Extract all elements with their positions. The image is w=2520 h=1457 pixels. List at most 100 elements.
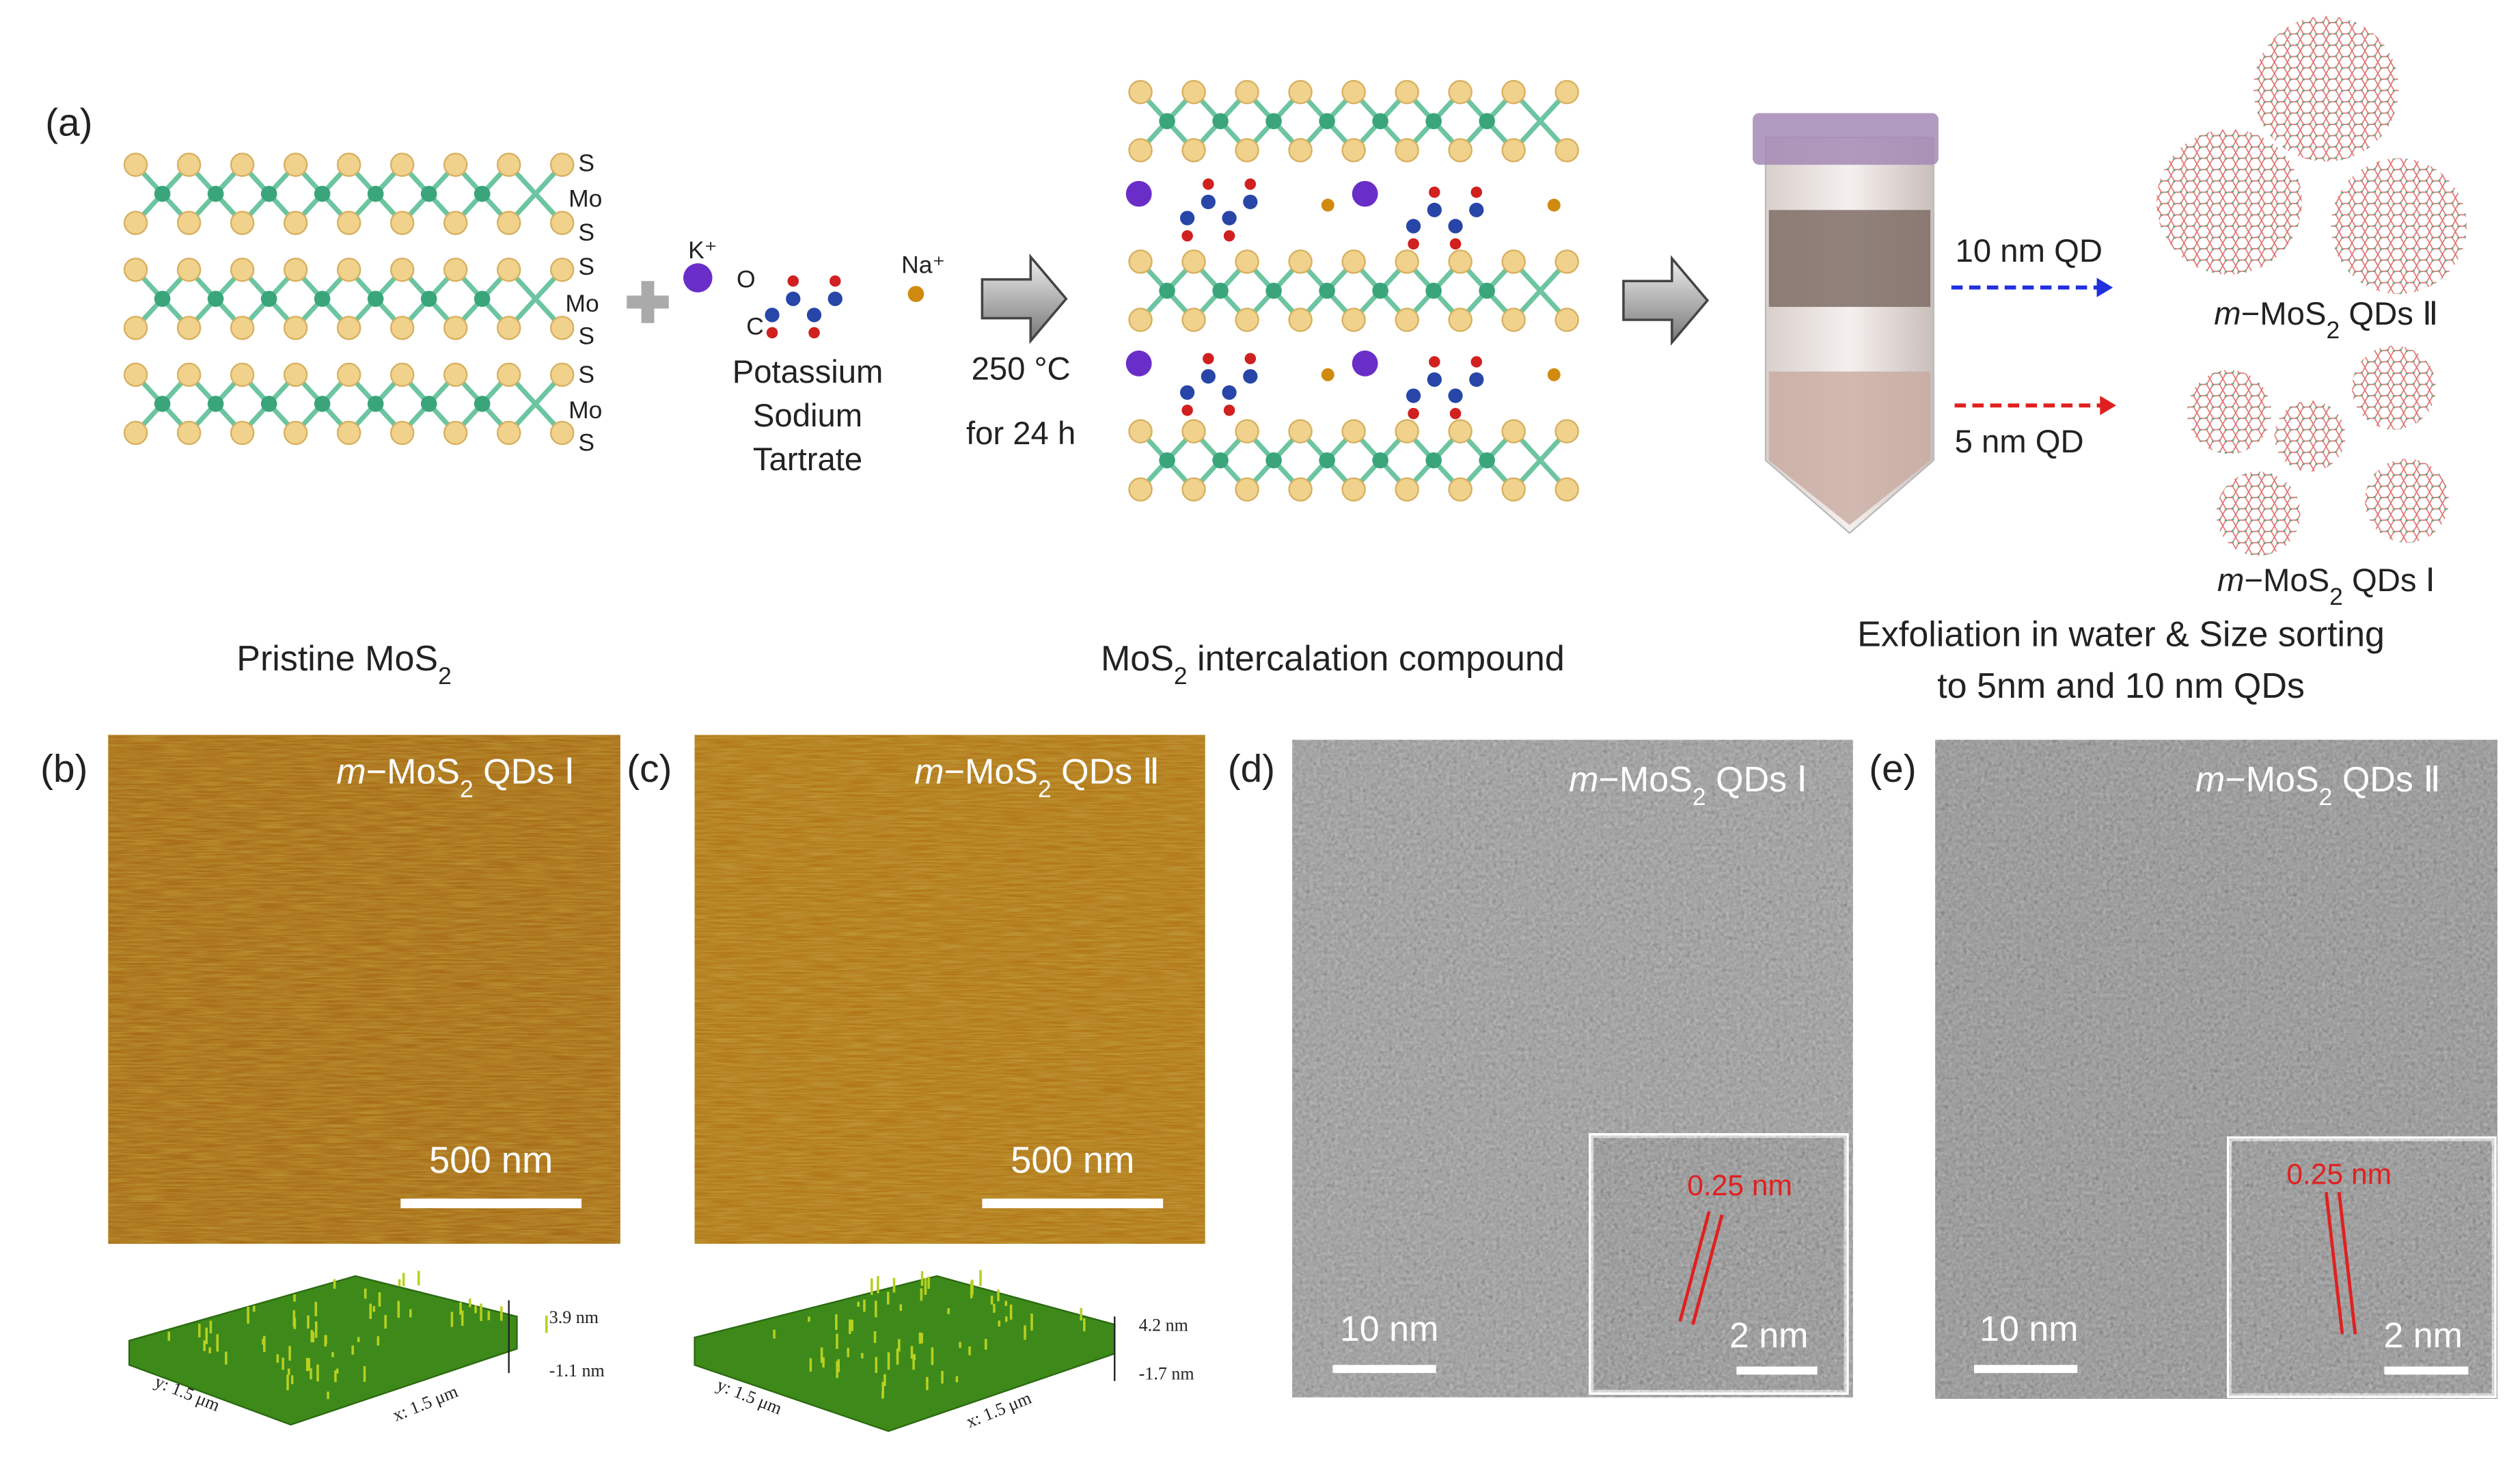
text-part: −MoS bbox=[366, 752, 460, 791]
layer-label: S bbox=[578, 428, 594, 456]
text-part: 2 bbox=[1693, 783, 1706, 811]
s-atom bbox=[1181, 138, 1206, 163]
mo-atom bbox=[1319, 282, 1335, 299]
mo-atom bbox=[207, 290, 224, 308]
mo-atom bbox=[1319, 452, 1335, 469]
mo-atom bbox=[1425, 452, 1442, 469]
text-part: QDs Ⅱ bbox=[2332, 760, 2441, 800]
plus bbox=[627, 281, 669, 323]
s-atom bbox=[176, 420, 202, 446]
mo-atom bbox=[474, 290, 491, 308]
text-part: −MoS bbox=[2244, 562, 2329, 599]
s-atom bbox=[1395, 419, 1419, 444]
s-atom bbox=[1181, 249, 1206, 274]
process-arrow bbox=[1622, 255, 1710, 346]
s-atom bbox=[1501, 249, 1526, 274]
c-atom bbox=[1222, 385, 1237, 400]
text-part: m bbox=[1569, 760, 1598, 800]
mo-atom bbox=[1425, 282, 1442, 299]
arrow-head bbox=[2096, 277, 2113, 297]
s-atom bbox=[1181, 308, 1206, 332]
mo-atom bbox=[420, 396, 437, 412]
s-atom bbox=[549, 316, 575, 340]
s-atom bbox=[1235, 80, 1259, 105]
o-atom bbox=[1408, 238, 1419, 250]
quantum-dot bbox=[2216, 472, 2301, 556]
na-ion bbox=[1547, 368, 1561, 381]
s-atom bbox=[1128, 477, 1153, 502]
s-atom bbox=[1448, 477, 1473, 502]
text-part: 2 bbox=[438, 662, 452, 690]
s-atom bbox=[549, 420, 575, 446]
c-atom bbox=[1469, 202, 1484, 217]
scale-bar bbox=[982, 1198, 1164, 1208]
s-atom bbox=[123, 210, 148, 235]
s-atom bbox=[283, 258, 308, 282]
text-part: −MoS bbox=[2225, 760, 2318, 800]
c-atom bbox=[1243, 194, 1258, 210]
process-arrow bbox=[981, 253, 1068, 344]
mo-atom bbox=[207, 396, 224, 412]
s-atom bbox=[176, 258, 202, 282]
s-atom bbox=[1448, 249, 1473, 274]
c-atom bbox=[1243, 369, 1258, 384]
c-atom bbox=[1469, 372, 1484, 387]
o-atom bbox=[1223, 405, 1235, 416]
mo-atom bbox=[1159, 452, 1175, 469]
panel-label: (a) bbox=[45, 102, 92, 145]
na-ion bbox=[1547, 198, 1561, 212]
o-atom bbox=[1244, 178, 1257, 190]
s-atom bbox=[1341, 138, 1366, 163]
s-atom bbox=[1235, 419, 1259, 444]
s-atom bbox=[1341, 308, 1366, 332]
s-atom bbox=[496, 210, 521, 235]
text-part: 2 bbox=[2327, 316, 2340, 344]
scale-bar bbox=[2384, 1366, 2469, 1375]
mo-atom bbox=[1425, 113, 1442, 130]
s-atom bbox=[443, 210, 468, 235]
s-atom bbox=[336, 316, 361, 340]
s-atom bbox=[1181, 419, 1206, 444]
text-part: 2 bbox=[1174, 662, 1188, 690]
c-atom bbox=[1406, 388, 1421, 403]
panel-title: m−MoS2 QDs Ⅱ bbox=[2195, 760, 2441, 811]
text-part: −MoS bbox=[944, 752, 1038, 791]
tube-band bbox=[1768, 371, 1931, 526]
mo-atom bbox=[1212, 282, 1229, 299]
na-ion bbox=[1321, 198, 1334, 212]
mo-atom bbox=[314, 185, 331, 202]
text-part: −MoS bbox=[2241, 296, 2327, 332]
s-atom bbox=[1555, 308, 1579, 332]
mo-atom bbox=[1159, 282, 1175, 299]
s-atom bbox=[230, 152, 255, 177]
mo-atom bbox=[1372, 452, 1388, 469]
afm-3d-surface bbox=[128, 1275, 518, 1426]
s-atom bbox=[1501, 80, 1526, 105]
text-part: m bbox=[336, 752, 366, 791]
size-label: 10 nm QD bbox=[1956, 233, 2103, 269]
s-atom bbox=[283, 362, 308, 387]
text-part: m bbox=[2214, 296, 2241, 332]
s-atom bbox=[283, 316, 308, 340]
s-atom bbox=[389, 210, 415, 235]
c-atom bbox=[786, 291, 801, 306]
s-atom bbox=[230, 316, 255, 340]
scale-bar bbox=[400, 1198, 582, 1208]
layer-label: Mo bbox=[569, 396, 602, 424]
mo-atom bbox=[1479, 282, 1495, 299]
s-atom bbox=[1288, 249, 1313, 274]
s-atom bbox=[496, 152, 521, 177]
text-part: QDs Ⅰ bbox=[2343, 562, 2435, 599]
s-atom bbox=[1235, 308, 1259, 332]
na-ion bbox=[1321, 368, 1334, 381]
caption: to 5nm and 10 nm QDs bbox=[1937, 666, 2305, 706]
mo-atom bbox=[154, 185, 171, 202]
s-atom bbox=[336, 420, 361, 446]
mo-atom bbox=[314, 396, 331, 412]
ion-label: K⁺ bbox=[688, 236, 717, 264]
spacing-label: 0.25 nm bbox=[1687, 1169, 1792, 1202]
s-atom bbox=[549, 152, 575, 177]
lattice-line bbox=[2337, 1192, 2357, 1335]
quantum-dot bbox=[2331, 158, 2467, 295]
